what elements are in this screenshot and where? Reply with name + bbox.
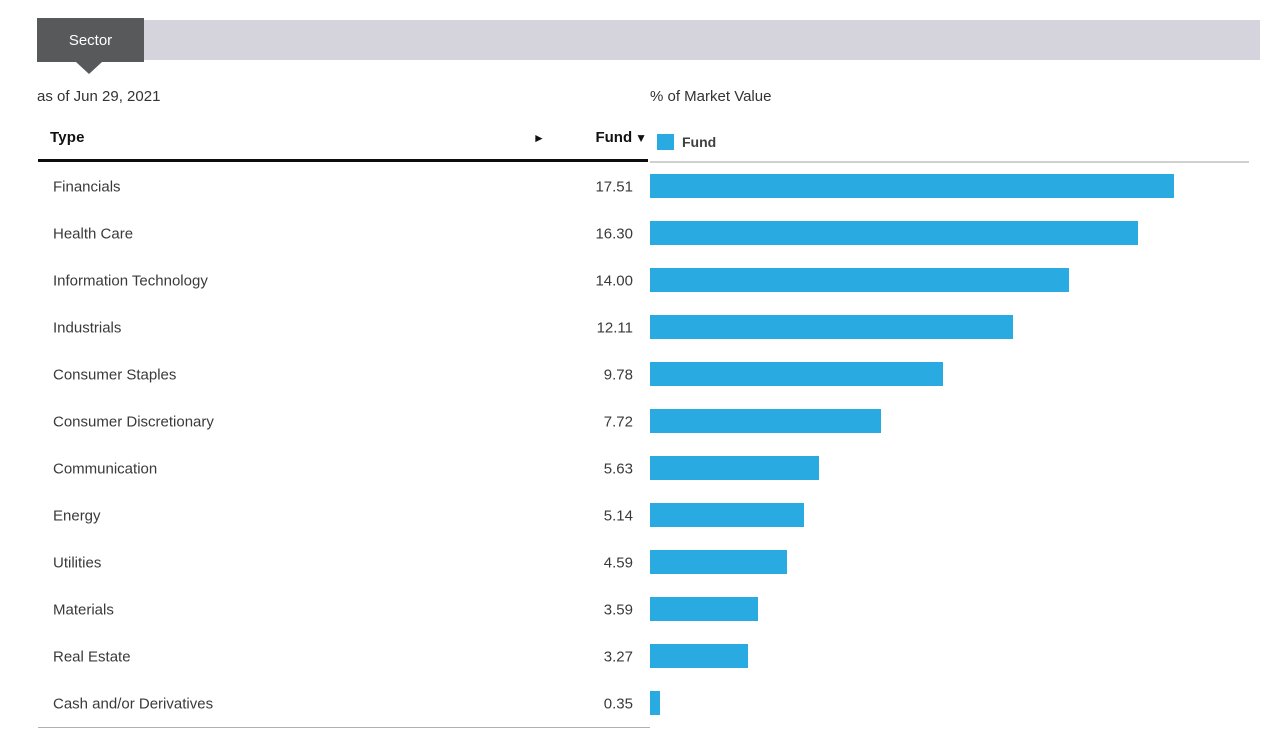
fund-value: 3.59: [603, 601, 633, 618]
fund-bar[interactable]: [650, 221, 1138, 245]
table-row: Consumer Staples 9.78: [0, 351, 1285, 398]
tab-pointer-icon: [76, 62, 102, 74]
table-row: Health Care 16.30: [0, 210, 1285, 257]
fund-bar[interactable]: [650, 268, 1069, 292]
fund-header-label: Fund: [595, 129, 633, 146]
sector-label: Health Care: [53, 225, 134, 242]
tab-sector[interactable]: Sector: [37, 18, 144, 62]
chart-axis-title: % of Market Value: [650, 88, 772, 105]
fund-bar[interactable]: [650, 691, 660, 715]
tab-sector-label: Sector: [68, 31, 113, 49]
table-row: Communication 5.63: [0, 445, 1285, 492]
sector-label: Cash and/or Derivatives: [53, 695, 214, 712]
column-header-type: Type: [50, 129, 85, 146]
fund-value: 5.63: [603, 460, 633, 477]
table-row: Real Estate 3.27: [0, 633, 1285, 680]
table-header-rule: [38, 159, 648, 162]
table-row: Consumer Discretionary 7.72: [0, 398, 1285, 445]
fund-value: 9.78: [603, 366, 633, 383]
fund-value: 5.14: [603, 507, 633, 524]
as-of-date: as of Jun 29, 2021: [37, 88, 161, 105]
tab-strip: [37, 20, 1260, 60]
sector-label: Real Estate: [53, 648, 131, 665]
sector-label: Materials: [53, 601, 114, 618]
fund-value: 7.72: [603, 413, 633, 430]
table-row: Energy 5.14: [0, 492, 1285, 539]
fund-bar[interactable]: [650, 597, 758, 621]
sector-label: Financials: [53, 178, 121, 195]
table-row: Information Technology 14.00: [0, 257, 1285, 304]
legend-label: Fund: [682, 134, 717, 150]
sector-label: Communication: [53, 460, 158, 477]
table-bottom-rule: [38, 727, 650, 728]
table-row: Cash and/or Derivatives 0.35: [0, 680, 1285, 727]
chart-top-rule: [650, 161, 1249, 163]
fund-value: 14.00: [595, 272, 633, 289]
fund-value: 17.51: [595, 178, 633, 195]
table-row: Materials 3.59: [0, 586, 1285, 633]
fund-bar[interactable]: [650, 644, 748, 668]
fund-bar[interactable]: [650, 550, 787, 574]
fund-bar[interactable]: [650, 174, 1174, 198]
expand-arrow-icon[interactable]: ►: [533, 131, 545, 145]
fund-value: 12.11: [596, 319, 633, 336]
column-header-fund[interactable]: Fund ▼: [595, 129, 647, 146]
sector-rows: Financials 17.51 Health Care 16.30 Informati…: [0, 163, 1285, 727]
sector-label: Consumer Staples: [53, 366, 177, 383]
fund-bar[interactable]: [650, 362, 943, 386]
sector-label: Consumer Discretionary: [53, 413, 214, 430]
table-row: Utilities 4.59: [0, 539, 1285, 586]
fund-value: 3.27: [603, 648, 633, 665]
fund-value: 4.59: [603, 554, 633, 571]
fund-bar[interactable]: [650, 456, 819, 480]
sector-label: Energy: [53, 507, 101, 524]
sector-label: Industrials: [53, 319, 122, 336]
sector-label: Utilities: [53, 554, 102, 571]
table-row: Financials 17.51: [0, 163, 1285, 210]
table-row: Industrials 12.11: [0, 304, 1285, 351]
fund-bar[interactable]: [650, 409, 881, 433]
fund-bar[interactable]: [650, 315, 1013, 339]
legend-swatch-icon: [657, 134, 674, 150]
fund-value: 0.35: [603, 695, 633, 712]
sector-label: Information Technology: [53, 272, 208, 289]
fund-value: 16.30: [595, 225, 633, 242]
chart-legend[interactable]: Fund: [657, 134, 716, 150]
fund-bar[interactable]: [650, 503, 804, 527]
sort-descending-icon: ▼: [635, 131, 647, 145]
